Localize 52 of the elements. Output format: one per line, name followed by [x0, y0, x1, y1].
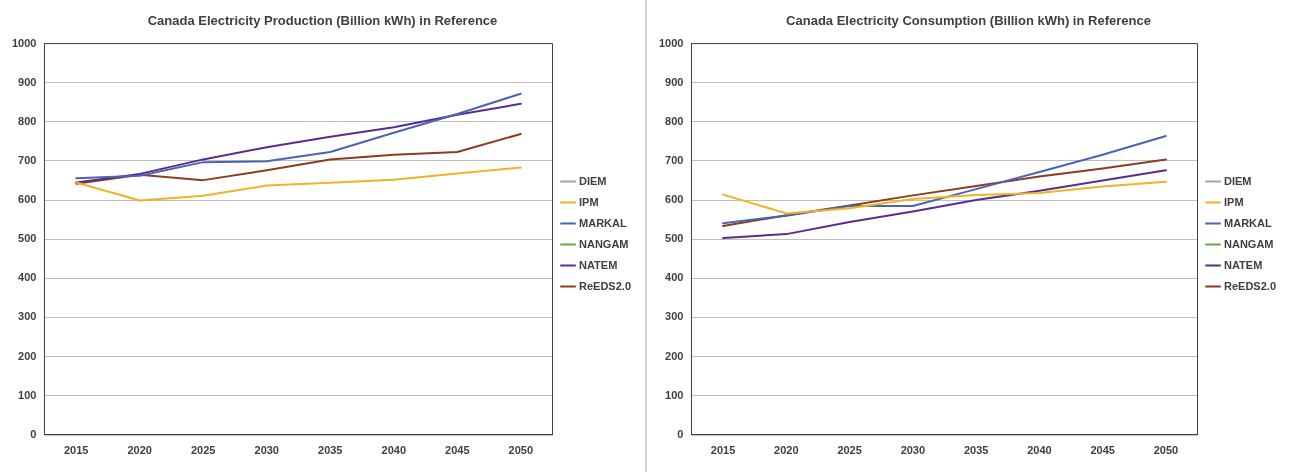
x-tick-label: 2045: [445, 444, 470, 457]
legend-label: MARKAL: [579, 216, 627, 229]
y-tick-label: 600: [18, 193, 37, 206]
y-tick-label: 100: [665, 388, 684, 401]
y-tick-label: 300: [18, 310, 37, 323]
x-tick-label: 2025: [837, 444, 862, 457]
y-tick-label: 700: [18, 153, 37, 166]
x-tick-label: 2050: [1153, 444, 1179, 457]
legend-label: DIEM: [1224, 174, 1252, 187]
legend-label: MARKAL: [1224, 216, 1272, 229]
y-tick-label: 1000: [11, 36, 37, 49]
y-tick-label: 800: [18, 114, 37, 127]
y-tick-label: 100: [18, 388, 37, 401]
legend-label: IPM: [1224, 195, 1244, 208]
y-tick-label: 300: [665, 310, 684, 323]
x-tick-label: 2015: [63, 444, 89, 457]
y-tick-label: 0: [30, 427, 37, 440]
legend-label: NANGAM: [579, 237, 629, 250]
y-tick-label: 1000: [658, 36, 684, 49]
x-tick-label: 2035: [963, 444, 989, 457]
legend-label: NATEM: [1224, 258, 1263, 271]
y-tick-label: 500: [18, 232, 37, 245]
chart-title: Canada Electricity Consumption (Billion kWh) in Reference: [786, 13, 1151, 29]
x-tick-label: 2015: [710, 444, 736, 457]
legend-label: NATEM: [579, 258, 618, 271]
y-tick-label: 400: [665, 271, 684, 284]
x-tick-label: 2040: [1027, 444, 1052, 457]
y-tick-label: 900: [18, 75, 37, 88]
x-tick-label: 2035: [318, 444, 343, 457]
y-tick-label: 200: [18, 349, 37, 362]
y-tick-label: 200: [665, 349, 684, 362]
legend-label: DIEM: [579, 174, 607, 187]
x-tick-label: 2050: [508, 444, 534, 457]
y-tick-label: 500: [665, 232, 684, 245]
y-tick-label: 700: [665, 153, 684, 166]
legend-label: NANGAM: [1224, 237, 1274, 250]
legend-label: ReEDS2.0: [579, 279, 632, 292]
x-tick-label: 2030: [900, 444, 926, 457]
legend-label: IPM: [579, 195, 599, 208]
x-tick-label: 2045: [1090, 444, 1115, 457]
y-tick-label: 800: [665, 114, 684, 127]
chart-title: Canada Electricity Production (Billion kWh) in Reference: [147, 13, 498, 29]
y-tick-label: 400: [18, 271, 37, 284]
x-tick-label: 2025: [191, 444, 216, 457]
x-tick-label: 2030: [254, 444, 279, 457]
y-tick-label: 900: [665, 75, 684, 88]
y-tick-label: 0: [677, 427, 684, 440]
y-tick-label: 600: [665, 193, 684, 206]
legend-label: ReEDS2.0: [1224, 279, 1277, 292]
x-tick-label: 2020: [127, 444, 152, 457]
x-tick-label: 2040: [381, 444, 406, 457]
x-tick-label: 2020: [774, 444, 799, 457]
